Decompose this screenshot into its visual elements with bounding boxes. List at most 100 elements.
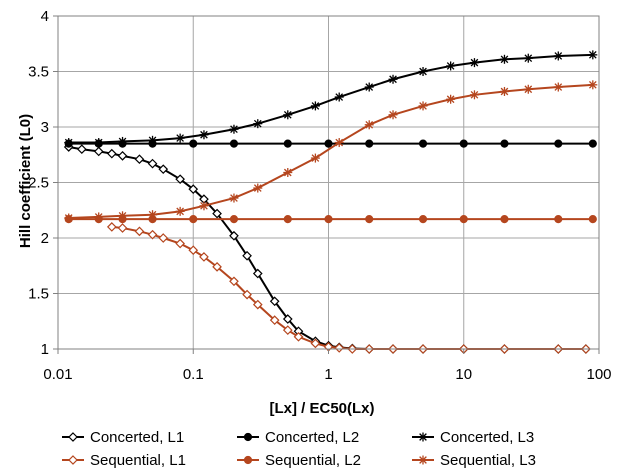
data-point bbox=[388, 110, 398, 120]
data-point bbox=[418, 67, 428, 76]
data-point bbox=[446, 61, 456, 71]
data-point bbox=[188, 184, 199, 195]
data-point bbox=[76, 144, 87, 155]
data-point bbox=[189, 139, 198, 148]
y-axis-title: Hill coefficient (L0) bbox=[17, 114, 34, 248]
data-point bbox=[189, 215, 198, 224]
data-point bbox=[365, 139, 374, 148]
x-tick-label: 10 bbox=[455, 366, 472, 383]
data-point bbox=[588, 80, 598, 90]
data-point bbox=[242, 289, 252, 300]
y-tick-label: 2.5 bbox=[28, 175, 49, 192]
data-point bbox=[94, 138, 104, 148]
data-point bbox=[500, 139, 509, 148]
data-point bbox=[64, 213, 74, 223]
x-tick-label: 0.01 bbox=[43, 366, 72, 383]
data-point bbox=[469, 58, 479, 68]
series-6 bbox=[64, 80, 598, 223]
x-tick-label: 1 bbox=[324, 366, 332, 383]
data-point bbox=[188, 245, 199, 256]
data-point bbox=[365, 215, 374, 224]
legend-label: Sequential, L1 bbox=[90, 452, 186, 469]
data-point bbox=[175, 133, 185, 143]
data-point bbox=[158, 164, 169, 175]
data-point bbox=[93, 146, 104, 157]
data-point bbox=[269, 296, 280, 307]
legend-marker bbox=[243, 432, 253, 442]
data-point bbox=[418, 101, 428, 111]
legend-marker bbox=[243, 455, 253, 465]
legend-item: Sequential, L3 bbox=[412, 452, 536, 469]
y-tick-label: 1.5 bbox=[28, 286, 49, 303]
data-point bbox=[147, 229, 158, 240]
data-point bbox=[252, 268, 263, 279]
data-point bbox=[283, 139, 292, 148]
x-tick-label: 0.1 bbox=[183, 366, 204, 383]
data-point bbox=[175, 174, 185, 185]
axes: 1 1.5 2 2.5 3 3.5 4 0.01 0.1 1 10 100 bbox=[28, 8, 611, 383]
data-point bbox=[499, 86, 509, 96]
data-point bbox=[500, 215, 509, 224]
data-point bbox=[158, 233, 169, 243]
data-point bbox=[229, 193, 239, 203]
data-point bbox=[364, 82, 374, 92]
data-point bbox=[118, 211, 128, 221]
data-point bbox=[283, 215, 292, 224]
y-tick-label: 4 bbox=[41, 8, 49, 25]
series-line bbox=[68, 83, 593, 220]
data-point bbox=[253, 183, 263, 193]
data-point bbox=[523, 84, 533, 94]
y-tick-label: 3.5 bbox=[28, 64, 49, 81]
legend-item: Concerted, L2 bbox=[237, 429, 359, 446]
legend: Concerted, L1 Concerted, L2 Concerted, L3 S… bbox=[62, 429, 536, 469]
data-point bbox=[283, 110, 293, 120]
data-point bbox=[253, 119, 263, 129]
series-4 bbox=[106, 222, 591, 354]
data-point bbox=[106, 222, 117, 232]
data-point bbox=[212, 208, 222, 219]
data-point bbox=[106, 148, 117, 159]
data-point bbox=[252, 299, 263, 310]
data-point bbox=[199, 252, 209, 262]
data-point bbox=[364, 120, 374, 130]
data-point bbox=[212, 262, 222, 272]
data-point bbox=[117, 151, 128, 161]
data-point bbox=[469, 90, 479, 100]
data-point bbox=[148, 210, 158, 220]
data-point bbox=[147, 158, 158, 169]
series-group bbox=[63, 50, 598, 354]
data-point bbox=[554, 215, 563, 224]
data-point bbox=[418, 215, 428, 224]
data-point bbox=[310, 101, 320, 111]
data-point bbox=[310, 338, 321, 349]
data-point bbox=[175, 238, 185, 249]
data-point bbox=[523, 53, 533, 63]
data-point bbox=[64, 138, 74, 148]
data-point bbox=[388, 74, 398, 84]
x-axis-title: [Lx] / EC50(Lx) bbox=[269, 400, 374, 417]
data-point bbox=[229, 230, 239, 241]
data-point bbox=[588, 50, 598, 60]
series-line bbox=[68, 53, 593, 144]
data-point bbox=[175, 206, 185, 216]
data-point bbox=[283, 168, 293, 178]
data-point bbox=[499, 54, 509, 64]
data-point bbox=[229, 276, 239, 287]
data-point bbox=[310, 153, 320, 163]
y-tick-label: 3 bbox=[41, 119, 49, 136]
data-point bbox=[199, 130, 209, 140]
data-point bbox=[334, 343, 345, 353]
series-5 bbox=[64, 215, 597, 224]
data-point bbox=[334, 138, 344, 148]
legend-marker bbox=[418, 455, 428, 465]
data-point bbox=[229, 124, 239, 134]
data-point bbox=[134, 154, 145, 165]
y-tick-label: 1 bbox=[41, 341, 49, 358]
data-point bbox=[242, 250, 252, 261]
data-point bbox=[588, 215, 597, 224]
legend-label: Sequential, L3 bbox=[440, 452, 536, 469]
data-point bbox=[229, 139, 239, 148]
data-point bbox=[553, 51, 563, 61]
legend-marker bbox=[68, 455, 78, 465]
series-3 bbox=[64, 50, 598, 148]
